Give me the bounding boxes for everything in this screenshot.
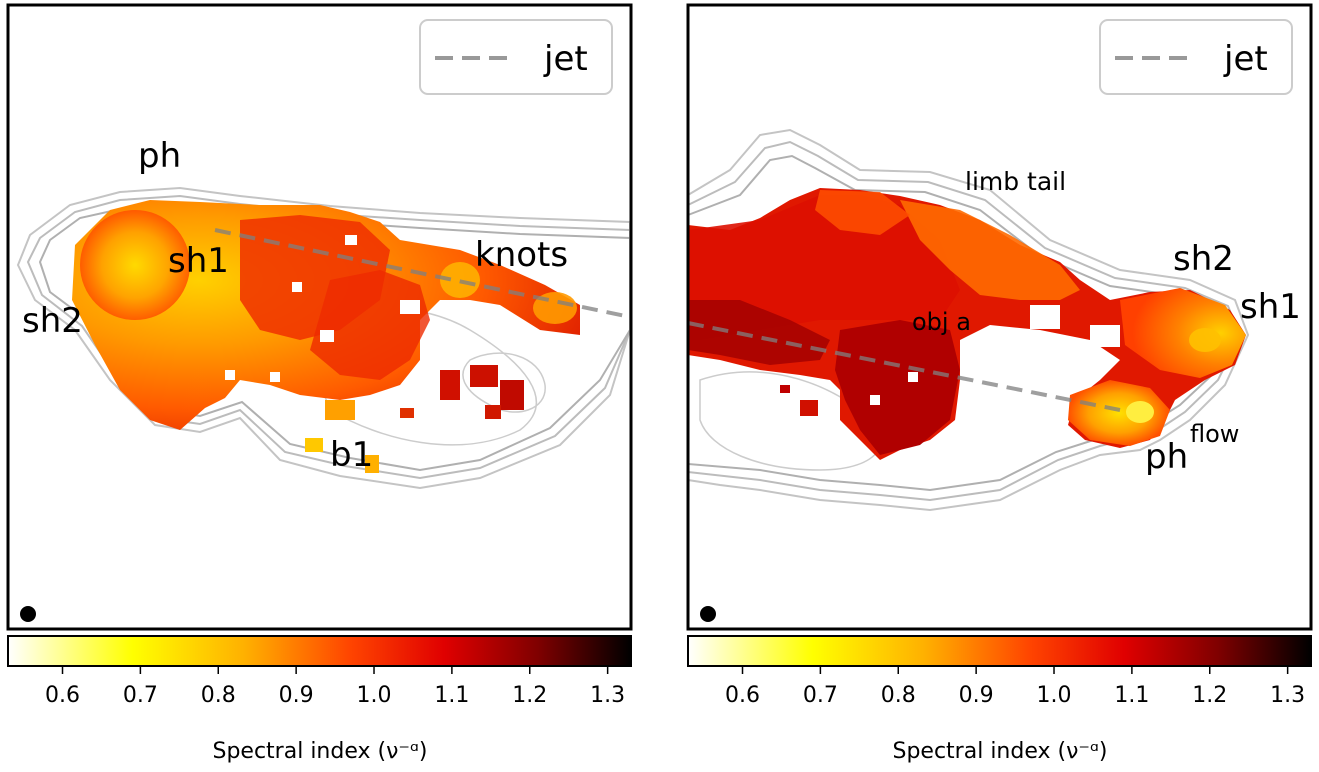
left-plot-frame xyxy=(6,3,633,631)
right-colorbar-ticks: 0.6 0.7 0.8 0.9 1.0 1.1 1.2 1.3 xyxy=(725,667,1305,708)
right-plot-frame xyxy=(686,3,1313,631)
right-colorbar-tick-label: 0.7 xyxy=(803,683,838,708)
right-panel: limb tail sh2 sh1 obj a ph flow jet xyxy=(686,3,1313,631)
right-legend-label: jet xyxy=(1223,39,1268,79)
left-colorbar-tick-label: 0.8 xyxy=(201,683,236,708)
left-annotation-b1: b1 xyxy=(330,435,373,475)
left-annotation-ph: ph xyxy=(138,136,181,176)
right-annotation-sh2: sh2 xyxy=(1173,239,1234,279)
left-colorbar-tick-label: 0.6 xyxy=(45,683,80,708)
left-annotation-sh2: sh2 xyxy=(22,301,83,341)
left-colorbar-gradient xyxy=(7,635,632,667)
left-beam-marker xyxy=(20,606,36,622)
right-colorbar-tick-label: 0.8 xyxy=(881,683,916,708)
right-legend: jet xyxy=(1099,19,1293,95)
left-annotation-sh1: sh1 xyxy=(168,241,229,281)
right-colorbar-tick-label: 0.9 xyxy=(959,683,994,708)
left-colorbar-tick-label: 1.2 xyxy=(512,683,547,708)
right-annotation-ph: ph xyxy=(1145,437,1188,477)
left-colorbar-label: Spectral index (ν⁻ᵅ) xyxy=(213,739,428,764)
left-colorbar-tick-label: 1.0 xyxy=(357,683,392,708)
right-colorbar-tick-label: 1.3 xyxy=(1270,683,1305,708)
right-annotation-obj-a: obj a xyxy=(912,308,971,336)
right-annotation-flow: flow xyxy=(1190,420,1239,448)
left-legend: jet xyxy=(419,19,613,95)
left-colorbar-tick-label: 1.3 xyxy=(590,683,625,708)
right-annotation-sh1: sh1 xyxy=(1240,287,1301,327)
left-panel: ph sh1 sh2 knots b1 jet xyxy=(6,3,633,631)
left-colorbar-tick-label: 1.1 xyxy=(434,683,469,708)
right-colorbar-gradient xyxy=(687,635,1312,667)
left-jet-line xyxy=(214,228,631,319)
right-colorbar-tick-label: 1.1 xyxy=(1114,683,1149,708)
right-beam-marker xyxy=(700,606,716,622)
right-spectral-map xyxy=(688,188,1246,460)
left-colorbar-tick-label: 0.9 xyxy=(279,683,314,708)
right-annotation-limb-tail: limb tail xyxy=(965,167,1066,196)
right-colorbar-tick-label: 1.2 xyxy=(1192,683,1227,708)
right-colorbar: 0.6 0.7 0.8 0.9 1.0 1.1 1.2 1.3 Spectral index … xyxy=(687,635,1312,764)
right-colorbar-tick-label: 0.6 xyxy=(725,683,760,708)
left-legend-label: jet xyxy=(543,39,588,79)
left-annotation-knots: knots xyxy=(475,235,568,275)
left-colorbar-tick-label: 0.7 xyxy=(123,683,158,708)
left-colorbar: 0.6 0.7 0.8 0.9 1.0 1.1 1.2 1.3 Spectral index … xyxy=(7,635,632,764)
left-colorbar-ticks: 0.6 0.7 0.8 0.9 1.0 1.1 1.2 1.3 xyxy=(45,667,625,708)
right-colorbar-label: Spectral index (ν⁻ᵅ) xyxy=(893,739,1108,764)
right-colorbar-tick-label: 1.0 xyxy=(1037,683,1072,708)
